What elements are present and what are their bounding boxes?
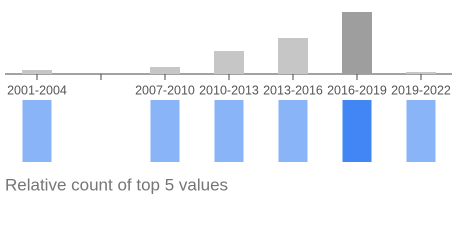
x-tick-label: 2013-2016 <box>263 83 323 97</box>
selection-indicator <box>406 100 436 162</box>
selection-indicator <box>342 100 372 162</box>
bar <box>406 72 436 74</box>
x-tick-label: 2019-2022 <box>391 83 451 97</box>
x-tick-label: 2007-2010 <box>135 83 195 97</box>
page: {"chart_data": {"type": "bar", "categori… <box>5 12 452 195</box>
selection-indicator <box>150 100 180 162</box>
x-tick-label: 2010-2013 <box>199 83 259 97</box>
caption: Relative count of top 5 values <box>5 175 228 194</box>
chart: Relative count of top 5 values 2001-2004… <box>5 12 452 194</box>
selection-indicator <box>278 100 308 162</box>
x-tick-label: 2016-2019 <box>327 83 387 97</box>
bar <box>214 51 244 74</box>
bar <box>278 38 308 74</box>
x-tick-label: 2001-2004 <box>7 83 67 97</box>
bar <box>342 12 372 74</box>
selection-indicator <box>214 100 244 162</box>
bar <box>22 70 52 74</box>
bar <box>150 67 180 74</box>
selection-indicator <box>22 100 52 162</box>
